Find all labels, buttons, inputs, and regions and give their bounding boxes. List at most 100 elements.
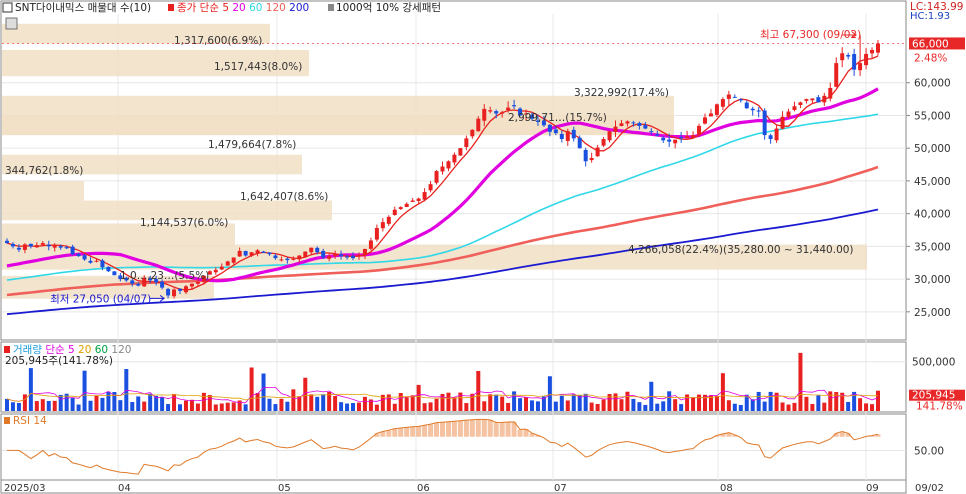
candle-body	[756, 110, 761, 112]
candle-body	[500, 112, 505, 114]
profile-labels: 1,317,600(6.9%) 1,517,443(8.0%) 3,322,992(…	[5, 35, 854, 282]
candle-body	[476, 118, 481, 132]
candle-body	[750, 108, 755, 111]
candle-body	[267, 252, 272, 255]
volume-panel-frame	[0, 341, 907, 413]
volume-bar	[392, 403, 397, 411]
volume-profile-bar	[2, 223, 235, 247]
volume-bar	[267, 398, 272, 411]
price-tick-label: 55,000	[914, 110, 951, 122]
volume-bar	[547, 376, 552, 411]
candle-body	[559, 133, 564, 140]
volume-bar	[327, 391, 332, 411]
rsi-line	[7, 418, 881, 475]
candle-body	[404, 203, 409, 207]
candle-body	[786, 111, 791, 117]
candle-body	[195, 281, 200, 284]
candle-body	[422, 192, 427, 200]
candle-body	[864, 53, 869, 66]
candle-body	[828, 87, 833, 99]
volume-bar	[207, 395, 212, 411]
candle-body	[28, 243, 33, 247]
candle-body	[446, 161, 451, 169]
candle-body	[219, 266, 224, 270]
volume-bar	[714, 396, 719, 411]
volume-current-box	[909, 389, 965, 401]
volume-bar	[470, 393, 475, 411]
candle-body	[380, 222, 385, 229]
volume-bar	[637, 402, 642, 411]
volume-bar	[70, 397, 75, 411]
volume-profile-bar	[2, 50, 309, 77]
grid-toggle-icon[interactable]	[5, 17, 18, 30]
volume-bar	[685, 394, 690, 411]
candle-body	[870, 50, 875, 54]
candle-body	[440, 166, 445, 172]
volume-bar	[64, 393, 69, 411]
volume-bar	[303, 377, 308, 411]
volume-bar	[816, 395, 821, 411]
candle-body	[744, 102, 749, 109]
candle-body	[410, 200, 415, 202]
volume-bar	[583, 393, 588, 411]
volume-bar	[553, 401, 558, 411]
candle-body	[798, 102, 803, 106]
volume-bar	[112, 392, 117, 411]
volume-bar	[822, 402, 827, 411]
volume-profile-bar	[2, 244, 867, 270]
hc-label: HC:1.93	[910, 11, 950, 22]
candle-body	[607, 131, 612, 141]
volume-bar	[458, 392, 463, 411]
low-price-label: 최저 27,050 (04/07)	[50, 293, 151, 305]
volume-bar	[858, 398, 863, 411]
candle-body	[458, 148, 463, 156]
volume-bar	[834, 392, 839, 411]
volume-profile-label: 1,642,407(8.6%)	[240, 191, 328, 203]
candle-body	[142, 277, 147, 287]
toolbar-button[interactable]	[2, 2, 13, 13]
volume-bar	[661, 401, 666, 411]
volume-bar	[786, 404, 791, 411]
volume-bar	[16, 402, 21, 411]
volume-bar	[380, 394, 385, 411]
volume-bar	[524, 397, 529, 411]
volume-bar	[82, 370, 87, 411]
x-tick-label: 07	[554, 483, 567, 494]
candle-body	[315, 247, 320, 253]
volume-tick: 500,000	[912, 357, 955, 369]
volume-profile-label: 344,762(1.8%)	[5, 165, 83, 177]
candle-body	[130, 280, 135, 284]
volume-bar	[679, 404, 684, 411]
price-panel-frame	[0, 0, 907, 341]
volume-ma-line	[6, 387, 879, 404]
candle-body	[374, 228, 379, 240]
candle-body	[583, 149, 588, 162]
rsi-legend-swatch	[4, 417, 10, 424]
volume-bar	[780, 402, 785, 411]
candle-body	[172, 289, 177, 297]
volume-bar	[148, 393, 153, 411]
volume-bar	[500, 396, 505, 411]
candle-body	[428, 184, 433, 191]
volume-bar	[28, 368, 33, 411]
candle-body	[297, 255, 302, 260]
volume-bar	[864, 403, 869, 411]
volume-bar	[249, 367, 254, 411]
volume-bar	[595, 404, 600, 411]
volume-bar	[846, 401, 851, 411]
volume-bar	[309, 394, 314, 411]
candle-body	[738, 99, 743, 101]
candle-body	[685, 136, 690, 139]
volume-bar	[189, 399, 194, 411]
volume-bar	[368, 399, 373, 411]
high-arrow-icon	[842, 31, 857, 39]
volume-bar	[219, 403, 224, 411]
candle-body	[732, 96, 737, 98]
volume-bar	[541, 396, 546, 411]
volume-bar	[94, 395, 99, 411]
volume-bar	[225, 402, 230, 411]
moving-averages	[6, 55, 879, 316]
volume-bar	[297, 396, 302, 411]
ma-line	[6, 208, 879, 316]
candle-body	[714, 104, 719, 115]
